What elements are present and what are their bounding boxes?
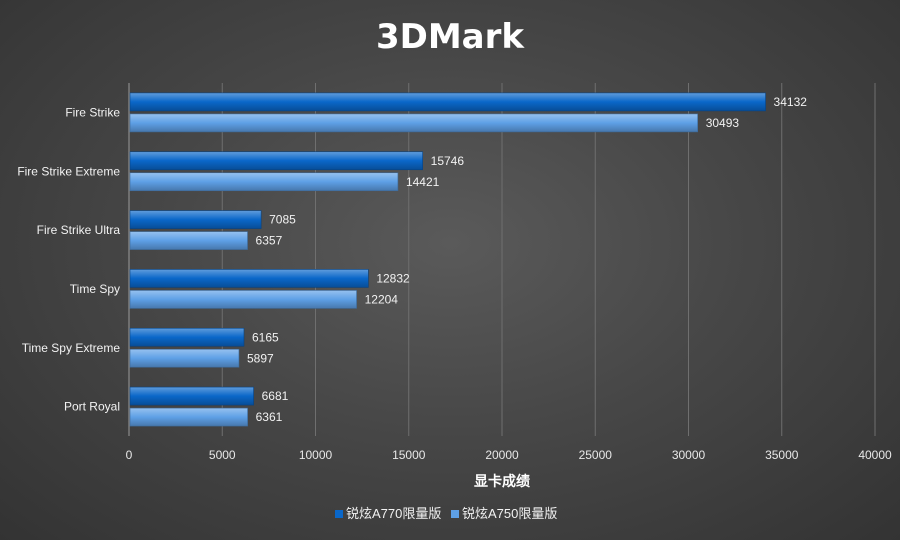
x-tick-label: 0 [126,448,133,462]
x-tick-label: 25000 [579,448,613,462]
x-tick-label: 5000 [209,448,236,462]
x-tick-label: 40000 [858,448,892,462]
legend-label: 锐炫A770限量版 [346,506,441,521]
legend-label: 锐炫A750限量版 [462,506,557,521]
bar [129,92,766,112]
y-category-label: Fire Strike Extreme [17,164,120,178]
data-label: 7085 [269,213,296,227]
data-label: 34132 [774,95,808,109]
data-label: 12204 [365,292,399,306]
data-label: 15746 [431,154,465,168]
data-label: 30493 [706,116,740,130]
x-tick-label: 20000 [485,448,519,462]
x-tick-label: 10000 [299,448,333,462]
data-label: 6361 [256,410,283,424]
x-tick-label: 30000 [672,448,706,462]
bar [129,269,369,288]
bar [129,386,254,406]
x-tick-label: 35000 [765,448,799,462]
data-label: 14421 [406,175,440,189]
y-category-label: Time Spy [70,282,120,296]
bar [129,172,399,192]
bar [129,290,357,309]
bar [129,348,240,368]
data-label: 6681 [262,389,289,403]
bar [129,231,248,250]
x-tick-label: 15000 [392,448,426,462]
data-label: 12832 [376,271,410,285]
legend-swatch [335,510,343,518]
y-category-label: Port Royal [64,400,120,414]
data-label: 5897 [247,351,274,365]
bar [129,151,423,171]
chart-title: 3DMark [376,17,525,57]
data-label: 6357 [256,234,283,248]
bar [129,113,698,133]
bar [129,210,262,229]
bar [129,327,245,347]
legend-swatch [451,510,459,518]
y-category-label: Fire Strike Ultra [37,223,121,237]
x-axis-title: 显卡成绩 [474,473,530,489]
y-category-label: Time Spy Extreme [22,341,121,355]
data-label: 6165 [252,330,279,344]
y-category-label: Fire Strike [65,105,120,119]
bar [129,407,248,427]
